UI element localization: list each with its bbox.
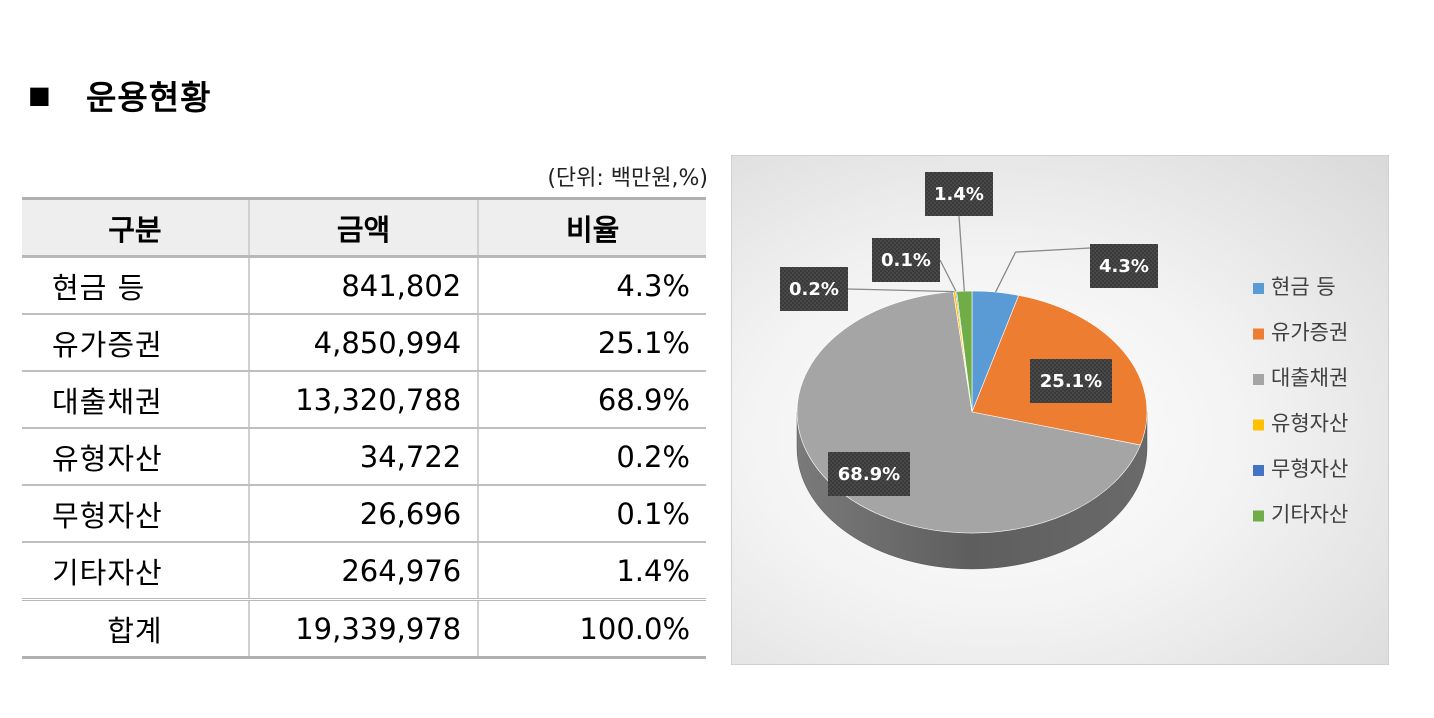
table-row: 유형자산 34,722 0.2%: [22, 428, 706, 486]
data-label-box-3: [780, 267, 848, 311]
row-category: 유형자산: [22, 428, 249, 486]
row-ratio: 4.3%: [477, 256, 706, 315]
leader-line-0: [994, 247, 1091, 293]
legend-swatch-1: [1253, 328, 1264, 340]
total-amount: 19,339,978: [247, 598, 479, 659]
legend-swatch-0: [1253, 283, 1264, 294]
table-row: 기타자산 264,976 1.4%: [22, 542, 706, 601]
data-label-5: 1.4%: [934, 184, 984, 205]
leader-line-3: [847, 288, 955, 293]
row-ratio: 68.9%: [477, 371, 706, 429]
row-ratio: 0.2%: [477, 428, 706, 486]
legend-item-3: 유형자산: [1271, 412, 1348, 436]
data-label-box-4: [872, 238, 940, 282]
data-label-box-1: [1030, 359, 1112, 403]
legend-item-4: 무형자산: [1271, 457, 1348, 481]
header-ratio: 비율: [477, 198, 706, 258]
legend-item-5: 기타자산: [1271, 503, 1348, 527]
data-label-box-5: [925, 172, 993, 216]
legend-swatch-5: [1253, 510, 1264, 522]
table-row: 유가증권 4,850,994 25.1%: [22, 314, 706, 372]
data-label-4: 0.1%: [881, 250, 931, 271]
row-amount: 13,320,788: [247, 371, 479, 429]
leader-line-4: [939, 259, 957, 292]
row-ratio: 25.1%: [477, 314, 706, 372]
row-amount: 264,976: [247, 542, 479, 601]
row-amount: 26,696: [247, 485, 479, 543]
section-title: 운용현황: [86, 78, 212, 117]
row-amount: 4,850,994: [247, 314, 479, 372]
header-category: 구분: [22, 198, 249, 258]
leader-line-5: [958, 215, 965, 292]
unit-note: (단위: 백만원,%): [547, 166, 708, 191]
legend-item-2: 대출채권: [1271, 366, 1348, 390]
section-heading: ■ 운용현황: [28, 72, 211, 118]
data-label-2: 68.9%: [838, 464, 900, 485]
legend-swatch-4: [1253, 465, 1264, 476]
header-amount: 금액: [247, 198, 479, 258]
data-label-box-0: [1090, 244, 1158, 288]
table-row: 무형자산 26,696 0.1%: [22, 485, 706, 543]
pie-slice-5: [956, 290, 973, 413]
pie-chart-svg: 4.3% 25.1% 68.9% 0.2% 0.1% 1.4% 현금 등유가증권대출채권유…: [780, 172, 1348, 570]
table-row: 대출채권 13,320,788 68.9%: [22, 371, 706, 429]
legend-item-0: 현금 등: [1271, 275, 1336, 299]
total-category: 합계: [22, 598, 249, 659]
row-amount: 34,722: [247, 428, 479, 486]
data-label-1: 25.1%: [1040, 371, 1102, 392]
row-category: 대출채권: [22, 371, 249, 429]
row-category: 유가증권: [22, 314, 249, 372]
data-label-3: 0.2%: [789, 279, 839, 300]
row-amount: 841,802: [247, 256, 479, 315]
row-category: 기타자산: [22, 542, 249, 601]
row-ratio: 0.1%: [477, 485, 706, 543]
row-category: 무형자산: [22, 485, 249, 543]
table-total-row: 합계 19,339,978 100.0%: [22, 598, 706, 659]
legend-swatch-2: [1253, 374, 1264, 385]
data-label-box-2: [828, 452, 910, 496]
operations-table: 구분 금액 비율 현금 등 841,802 4.3% 유가증권 4,850,99…: [22, 197, 706, 659]
table-row: 현금 등 841,802 4.3%: [22, 256, 706, 315]
legend-swatch-3: [1253, 419, 1264, 431]
row-category: 현금 등: [22, 256, 249, 315]
row-ratio: 1.4%: [477, 542, 706, 601]
legend-item-1: 유가증권: [1271, 321, 1348, 345]
total-ratio: 100.0%: [477, 598, 706, 659]
table-header-row: 구분 금액 비율: [22, 198, 706, 258]
square-bullet-icon: ■: [28, 81, 51, 109]
data-label-0: 4.3%: [1099, 256, 1149, 277]
